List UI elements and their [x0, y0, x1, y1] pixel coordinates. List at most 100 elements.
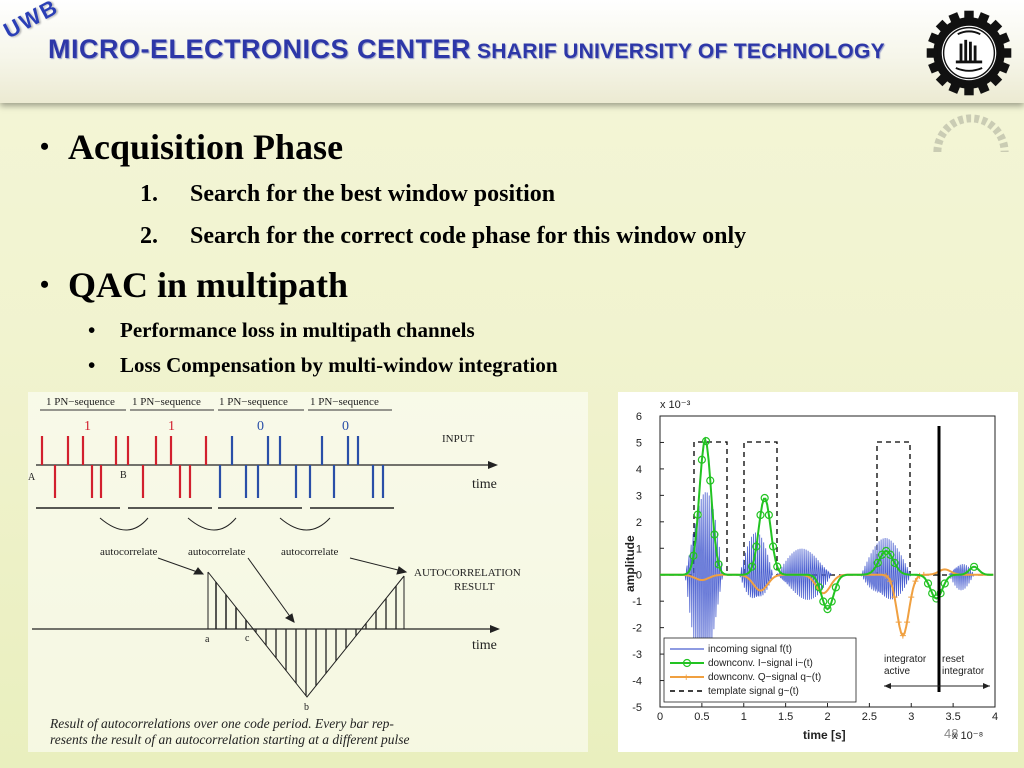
i-signal-marker — [873, 558, 882, 567]
svg-text:+: + — [683, 672, 689, 684]
i-signal-marker — [831, 583, 840, 592]
step-2-number: 2. — [140, 223, 158, 249]
annot-integrator-2: active — [884, 666, 911, 677]
y-tick-label: -4 — [632, 676, 642, 688]
y-tick-label: -2 — [632, 623, 642, 635]
y-tick-label: -5 — [632, 702, 642, 714]
legend-q-signal: downconv. Q−signal q~(t) — [708, 672, 821, 683]
result-label-1: AUTOCORRELATION — [414, 567, 521, 579]
bullet-acquisition: • Acquisition Phase — [40, 127, 344, 167]
autocorrelate-label-1: autocorrelate — [100, 546, 158, 558]
slide-number: 48 — [944, 726, 959, 741]
pn-label-1: 1 PN−sequence — [46, 396, 115, 408]
plot-legend: + incoming signal f(t) downconv. I−signa… — [663, 637, 857, 703]
pn-label-4: 1 PN−sequence — [310, 396, 379, 408]
q-signal-marker — [891, 594, 898, 601]
i-signal-marker — [714, 560, 723, 569]
i-signal-marker — [819, 597, 828, 606]
y-tick-label: 1 — [636, 543, 642, 555]
y-tick-label: 0 — [636, 570, 642, 582]
i-signal-marker — [886, 550, 895, 559]
header-title-sub: SHARIF UNIVERSITY OF TECHNOLOGY — [477, 40, 885, 63]
bullet-acquisition-text: Acquisition Phase — [68, 127, 344, 167]
i-signal-marker — [706, 476, 715, 485]
x-tick-label: 1 — [741, 711, 747, 723]
incoming-signal-burst — [776, 548, 832, 600]
i-signal-marker — [748, 562, 757, 571]
i-signal-marker — [827, 597, 836, 606]
subbullet-2-text: Loss Compensation by multi-window integr… — [120, 353, 558, 377]
point-b: b — [304, 702, 309, 713]
i-signal-marker — [928, 589, 937, 598]
i-signal-marker — [936, 589, 945, 598]
result-label-2: RESULT — [454, 581, 495, 593]
q-signal-marker — [904, 619, 911, 626]
x-tick-label: 2.5 — [862, 711, 877, 723]
y-axis-label: amplitude — [623, 535, 637, 592]
i-signal-marker — [756, 510, 765, 520]
i-signal-marker — [752, 542, 761, 551]
header-title: MICRO-ELECTRONICS CENTER SHARIF UNIVERSIT… — [48, 34, 885, 65]
q-signal-marker — [895, 619, 902, 626]
legend-template: template signal g~(t) — [708, 686, 799, 697]
step-1-number: 1. — [140, 181, 158, 207]
y-tick-label: -3 — [632, 649, 642, 661]
i-signal-marker — [890, 558, 899, 567]
i-signal-marker — [697, 455, 706, 464]
i-signal-marker — [940, 579, 949, 588]
y-tick-label: 3 — [636, 490, 642, 502]
i-signal-marker — [823, 605, 832, 614]
i-signal-marker — [693, 510, 702, 519]
i-signal-marker — [689, 551, 698, 560]
bullet-qac: • QAC in multipath — [40, 265, 349, 305]
caption-line-2: resents the result of an autocorrelation… — [50, 732, 409, 747]
annot-integrator-1: integrator — [884, 654, 927, 665]
university-logo-icon — [926, 10, 1012, 96]
q-signal-marker — [899, 632, 906, 639]
i-signal-marker — [815, 583, 824, 592]
slide-header: UWB MICRO-ELECTRONICS CENTER SHARIF UNIVE… — [0, 0, 1024, 103]
marker-b: B — [120, 470, 127, 481]
step-2-text: Search for the correct code phase for th… — [190, 223, 747, 249]
i-signal-marker — [701, 437, 711, 446]
y-tick-label: 4 — [636, 464, 642, 476]
q-signal-marker — [908, 594, 915, 601]
bit-1: 1 — [84, 419, 91, 434]
i-signal-marker — [760, 493, 769, 503]
annot-reset-1: reset — [942, 654, 964, 665]
autocorrelate-label-3: autocorrelate — [281, 546, 339, 558]
i-signal-marker — [923, 579, 933, 588]
amplitude-plot: x 10⁻³ x 10⁻⁸ amplitude time [s] 6 5 4 3 2 1 0… — [618, 392, 1018, 752]
step-1: 1. Search for the best window position — [140, 181, 555, 208]
x-tick-label: 4 — [992, 711, 998, 723]
bullet-qac-text: QAC in multipath — [68, 265, 349, 305]
legend-i-signal: downconv. I−signal i~(t) — [708, 658, 813, 669]
q-signal-marker — [912, 578, 919, 585]
input-label: INPUT — [442, 433, 475, 445]
q-signal-marker — [883, 572, 890, 579]
header-title-main: MICRO-ELECTRONICS CENTER — [48, 34, 471, 64]
point-c: c — [245, 633, 250, 644]
bit-3: 0 — [257, 419, 264, 434]
bit-2: 1 — [168, 419, 175, 434]
autocorrelate-label-2: autocorrelate — [188, 546, 246, 558]
time-label-bottom: time — [472, 638, 497, 653]
pn-label-3: 1 PN−sequence — [219, 396, 288, 408]
autocorrelation-diagram: 1 PN−sequence 1 PN−sequence 1 PN−sequenc… — [28, 392, 588, 752]
x-tick-label: 0 — [657, 711, 663, 723]
i-signal-marker — [764, 510, 773, 520]
logo-reflection-icon — [933, 114, 1009, 152]
y-exponent: x 10⁻³ — [660, 399, 691, 411]
y-tick-label: -1 — [632, 596, 642, 608]
i-signal-marker — [773, 562, 782, 571]
incoming-signal-burst — [860, 537, 911, 600]
x-axis-label: time [s] — [803, 728, 846, 742]
x-exponent: x 10⁻⁸ — [952, 730, 983, 742]
time-label-top: time — [472, 477, 497, 492]
i-signal-marker — [969, 562, 979, 571]
annot-reset-2: integrator — [942, 666, 985, 677]
x-tick-label: 2 — [824, 711, 830, 723]
point-a: a — [205, 634, 210, 645]
legend-incoming: incoming signal f(t) — [708, 644, 792, 655]
i-signal-marker — [768, 542, 778, 551]
